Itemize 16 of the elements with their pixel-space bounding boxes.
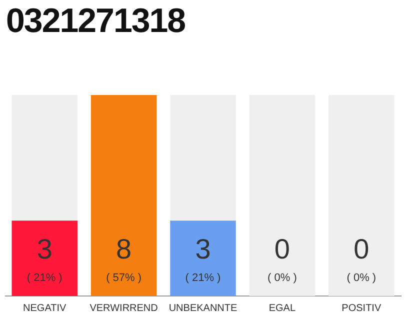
- data-label: 3: [36, 234, 52, 265]
- annotation: ( 57% ): [106, 272, 142, 284]
- x-tick-label: VERWIRREND: [90, 302, 158, 314]
- annotation: ( 0% ): [346, 272, 376, 284]
- annotation: ( 0% ): [268, 272, 297, 284]
- data-label: 8: [116, 234, 132, 265]
- annotation: 0: [274, 234, 290, 265]
- chart-title: 0321271318: [6, 2, 186, 41]
- x-tick-label: UNBEKANNTE: [168, 302, 238, 314]
- annotation: 0: [354, 234, 370, 265]
- annotation: ( 21% ): [185, 272, 221, 284]
- data-label: 3: [195, 234, 211, 265]
- x-tick-label: NEGATIV: [23, 302, 67, 314]
- x-tick-label: EGAL: [268, 302, 296, 314]
- x-tick-label: POSITIV: [342, 302, 382, 314]
- annotation: ( 21% ): [26, 272, 62, 284]
